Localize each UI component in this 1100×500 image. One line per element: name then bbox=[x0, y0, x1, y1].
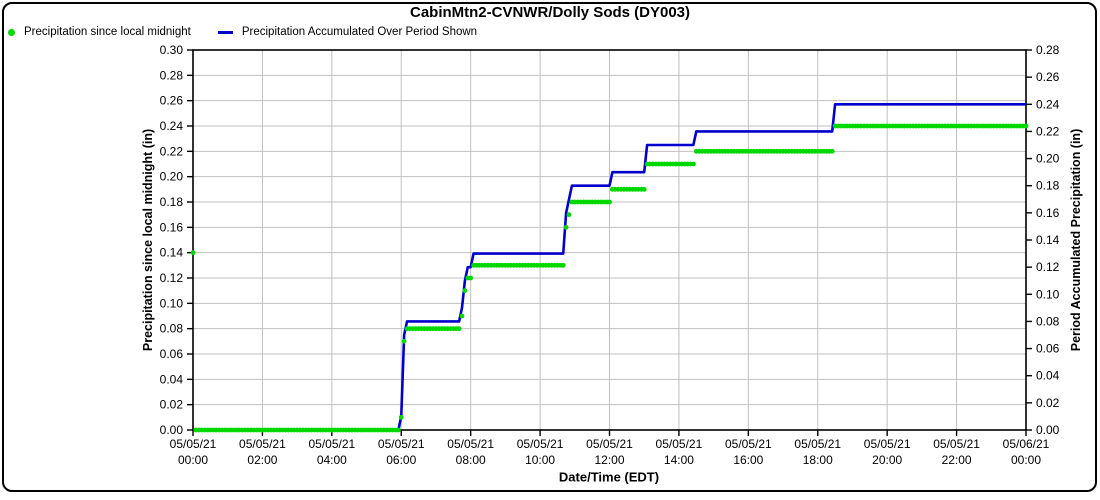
svg-text:05/05/21: 05/05/21 bbox=[864, 437, 911, 451]
x-axis-title: Date/Time (EDT) bbox=[558, 469, 660, 485]
svg-text:0.24: 0.24 bbox=[160, 119, 184, 133]
svg-text:0.08: 0.08 bbox=[160, 322, 184, 336]
svg-text:05/05/21: 05/05/21 bbox=[239, 437, 286, 451]
grid-lines bbox=[193, 50, 1026, 430]
svg-text:05/05/21: 05/05/21 bbox=[933, 437, 980, 451]
svg-text:0.28: 0.28 bbox=[1036, 43, 1060, 57]
svg-text:0.00: 0.00 bbox=[1036, 423, 1060, 437]
svg-text:05/05/21: 05/05/21 bbox=[586, 437, 633, 451]
svg-text:0.30: 0.30 bbox=[160, 43, 184, 57]
svg-text:06:00: 06:00 bbox=[386, 453, 416, 467]
svg-text:05/05/21: 05/05/21 bbox=[725, 437, 772, 451]
svg-text:0.10: 0.10 bbox=[1036, 287, 1060, 301]
left-axis-ticks: 0.00 0.02 0.04 0.06 0.08 0.10 0.12 0.14 0.16 0.18… bbox=[160, 43, 193, 437]
x-axis-ticks: 05/05/21 00:00 05/05/21 02:00 05/05/21 04:00 0… bbox=[170, 430, 1050, 467]
legend-label: Precipitation since local midnight bbox=[24, 26, 191, 38]
svg-text:14:00: 14:00 bbox=[664, 453, 694, 467]
svg-text:0.12: 0.12 bbox=[160, 271, 184, 285]
legend-item-accumulated-precip: Precipitation Accumulated Over Period Sh… bbox=[217, 26, 478, 38]
svg-text:0.02: 0.02 bbox=[160, 398, 184, 412]
green-dot-marker-icon bbox=[8, 28, 15, 36]
svg-text:02:00: 02:00 bbox=[247, 453, 277, 467]
svg-text:0.08: 0.08 bbox=[1036, 314, 1060, 328]
svg-text:16:00: 16:00 bbox=[733, 453, 763, 467]
legend-label: Precipitation Accumulated Over Period Sh… bbox=[241, 26, 478, 38]
svg-text:0.26: 0.26 bbox=[1036, 70, 1060, 84]
svg-text:0.18: 0.18 bbox=[1036, 179, 1060, 193]
svg-text:0.22: 0.22 bbox=[1036, 124, 1060, 138]
svg-text:0.06: 0.06 bbox=[1036, 342, 1060, 356]
legend: Precipitation since local midnight Preci… bbox=[8, 26, 477, 38]
svg-text:0.10: 0.10 bbox=[160, 296, 184, 310]
left-axis-title: Precipitation since local midnight (in) bbox=[141, 128, 155, 352]
svg-text:05/05/21: 05/05/21 bbox=[170, 437, 217, 451]
svg-text:05/05/21: 05/05/21 bbox=[308, 437, 355, 451]
svg-text:0.16: 0.16 bbox=[1036, 206, 1060, 220]
blue-line-marker-icon bbox=[217, 30, 233, 34]
chart-title: CabinMtn2-CVNWR/Dolly Sods (DY003) bbox=[409, 4, 691, 21]
svg-text:0.18: 0.18 bbox=[160, 195, 184, 209]
svg-text:08:00: 08:00 bbox=[456, 453, 486, 467]
svg-text:05/05/21: 05/05/21 bbox=[794, 437, 841, 451]
svg-text:05/05/21: 05/05/21 bbox=[378, 437, 425, 451]
svg-text:0.26: 0.26 bbox=[160, 94, 184, 108]
legend-item-midnight-precip: Precipitation since local midnight bbox=[8, 26, 191, 38]
right-axis-ticks: 0.00 0.02 0.04 0.06 0.08 0.10 0.12 0.14 0.16 0.18… bbox=[1026, 43, 1060, 437]
svg-text:0.14: 0.14 bbox=[1036, 233, 1060, 247]
svg-text:0.04: 0.04 bbox=[1036, 369, 1060, 383]
svg-text:0.02: 0.02 bbox=[1036, 396, 1060, 410]
svg-text:0.06: 0.06 bbox=[160, 347, 184, 361]
svg-text:0.20: 0.20 bbox=[1036, 152, 1060, 166]
svg-text:0.12: 0.12 bbox=[1036, 260, 1060, 274]
svg-text:0.16: 0.16 bbox=[160, 220, 184, 234]
svg-text:12:00: 12:00 bbox=[594, 453, 624, 467]
right-axis-title: Period Accumulated Precipitation (in) bbox=[1069, 128, 1083, 352]
svg-text:00:00: 00:00 bbox=[178, 453, 208, 467]
svg-text:0.04: 0.04 bbox=[160, 372, 184, 386]
svg-text:00:00: 00:00 bbox=[1011, 453, 1041, 467]
svg-text:0.24: 0.24 bbox=[1036, 97, 1060, 111]
svg-text:0.20: 0.20 bbox=[160, 170, 184, 184]
svg-text:0.28: 0.28 bbox=[160, 68, 184, 82]
svg-text:05/05/21: 05/05/21 bbox=[656, 437, 703, 451]
svg-text:10:00: 10:00 bbox=[525, 453, 555, 467]
svg-text:20:00: 20:00 bbox=[872, 453, 902, 467]
svg-text:22:00: 22:00 bbox=[942, 453, 972, 467]
svg-text:0.22: 0.22 bbox=[160, 144, 184, 158]
svg-text:05/05/21: 05/05/21 bbox=[447, 437, 494, 451]
svg-text:05/06/21: 05/06/21 bbox=[1003, 437, 1050, 451]
svg-text:04:00: 04:00 bbox=[317, 453, 347, 467]
svg-text:0.14: 0.14 bbox=[160, 246, 184, 260]
svg-text:0.00: 0.00 bbox=[160, 423, 184, 437]
svg-text:18:00: 18:00 bbox=[803, 453, 833, 467]
svg-text:05/05/21: 05/05/21 bbox=[517, 437, 564, 451]
midnight-dots-series bbox=[190, 123, 1029, 433]
